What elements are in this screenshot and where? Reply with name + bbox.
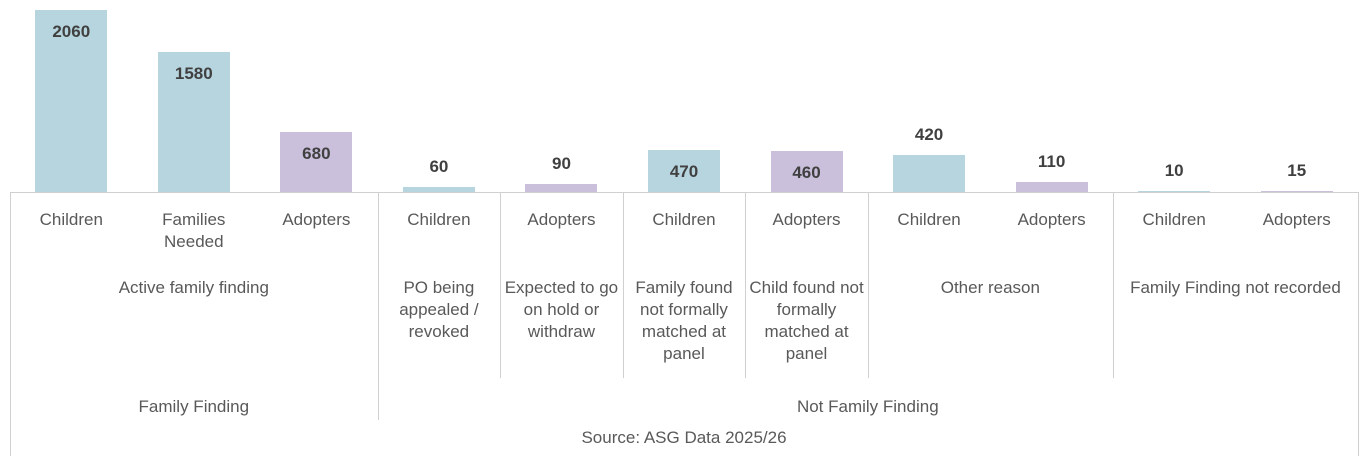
category-label: Adopters [1017, 210, 1086, 229]
category-label: Adopters [1262, 210, 1331, 229]
data-label: 470 [669, 162, 699, 182]
category-label: Children [1142, 210, 1206, 229]
bar [1138, 191, 1211, 192]
separator [377, 192, 379, 420]
source-note: Source: ASG Data 2025/26 [581, 428, 787, 447]
data-label: 460 [792, 163, 821, 183]
separator [745, 192, 747, 378]
subgroup-label: Child found not formally matched at pane… [749, 278, 864, 363]
group-label: Family Finding [138, 397, 250, 416]
data-label: 15 [1287, 160, 1307, 180]
data-label: 2060 [52, 22, 91, 41]
category-label: Children [897, 210, 961, 229]
data-label: 110 [1037, 152, 1066, 172]
bar [1260, 190, 1333, 192]
subgroup-label: PO being appealed / revoked [399, 278, 479, 341]
category-label: Adopters [772, 210, 841, 229]
bar [157, 52, 230, 192]
subgroup-label: Expected to go on hold or withdraw [504, 278, 619, 341]
data-label: 1580 [174, 64, 213, 84]
subgroup-label: Other reason [940, 278, 1040, 297]
category-label: Adopters [527, 210, 596, 229]
separator [1358, 192, 1359, 456]
bar [280, 131, 353, 192]
subgroup-label: Active family finding [118, 278, 269, 297]
group-label: Not Family Finding [796, 397, 939, 416]
bar [35, 10, 108, 192]
bar [893, 154, 966, 192]
category-label: Children [407, 210, 471, 229]
data-label: 10 [1164, 161, 1184, 181]
data-label: 680 [302, 143, 331, 163]
bar [402, 186, 475, 192]
separator [867, 192, 869, 378]
bar [1015, 182, 1088, 192]
bar [770, 151, 843, 192]
data-label: 90 [551, 154, 571, 174]
category-label: Children [39, 210, 103, 229]
separator [500, 192, 502, 378]
separator [1112, 192, 1114, 378]
category-label: Families Needed [162, 210, 226, 251]
subgroup-label: Family Finding not recorded [1130, 278, 1341, 297]
subgroup-label: Family found not formally matched at pan… [635, 278, 733, 363]
bar [525, 184, 598, 192]
category-label: Adopters [282, 210, 351, 229]
category-label: Children [652, 210, 716, 229]
separator [622, 192, 624, 378]
data-label: 420 [914, 124, 944, 144]
bar [648, 150, 720, 192]
data-label: 60 [429, 156, 449, 176]
axis-line [10, 192, 1359, 193]
separator [10, 192, 11, 456]
